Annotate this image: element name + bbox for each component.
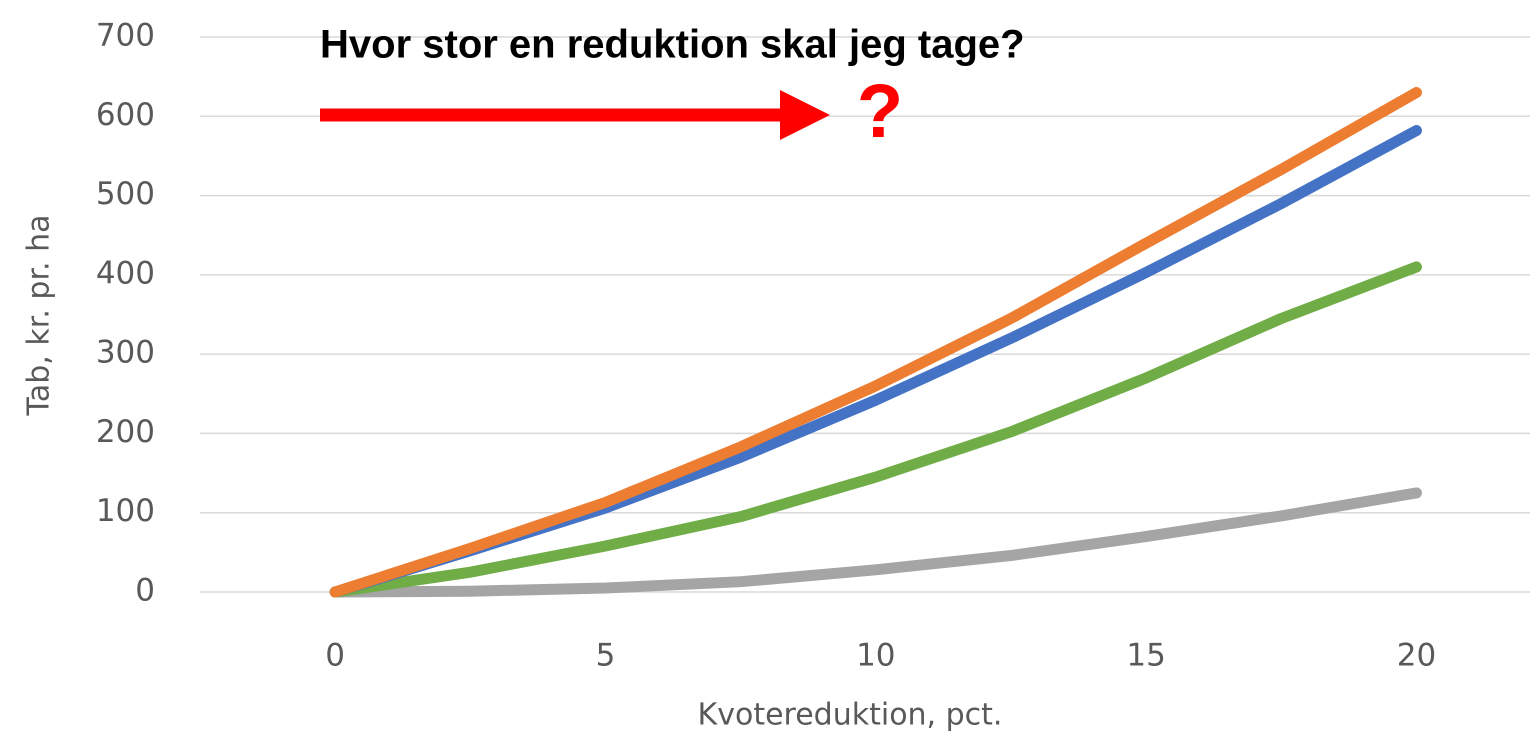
y-tick-label: 100 <box>96 493 155 529</box>
annotation-question: ? <box>857 69 903 154</box>
series-line <box>329 487 1422 598</box>
x-tick-label: 0 <box>325 638 345 674</box>
y-tick-label: 0 <box>135 573 155 609</box>
series-line <box>329 261 1422 598</box>
y-tick-label: 700 <box>96 18 155 54</box>
y-axis-label: Tab, kr. pr. ha <box>22 215 57 417</box>
y-tick-label: 200 <box>96 414 155 450</box>
x-tick-label: 5 <box>596 638 616 674</box>
series-line <box>329 87 1422 598</box>
y-tick-label: 500 <box>96 176 155 212</box>
y-tick-label: 400 <box>96 255 155 291</box>
x-tick-label: 20 <box>1397 638 1436 674</box>
arrow-head <box>780 90 830 140</box>
x-tick-label: 15 <box>1126 638 1165 674</box>
y-tick-label: 600 <box>96 97 155 133</box>
annotation-title: Hvor stor en reduktion skal jeg tage? <box>320 23 1025 67</box>
x-axis-label: Kvotereduktion, pct. <box>698 698 1003 733</box>
x-tick-label: 10 <box>856 638 895 674</box>
y-tick-label: 300 <box>96 335 155 371</box>
